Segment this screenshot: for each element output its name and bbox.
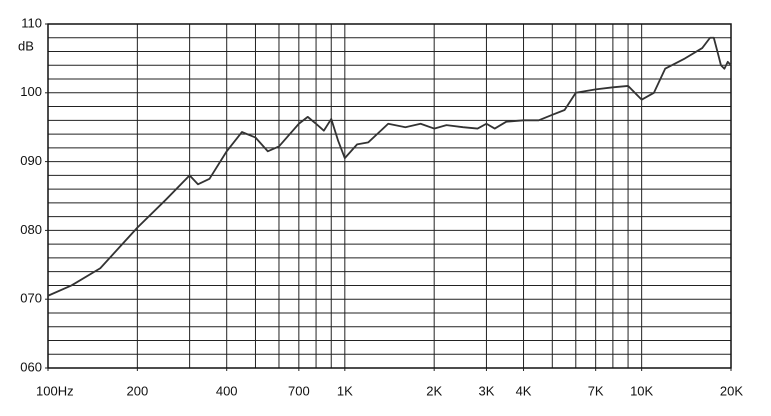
x-tick-label: 700 (288, 383, 310, 398)
response-line (47, 36, 732, 297)
x-tick-label: 20K (720, 383, 743, 398)
y-tick-label: 070 (20, 291, 42, 306)
x-tick-label: 7K (588, 383, 604, 398)
x-tick-label: 4K (516, 383, 532, 398)
y-tick-label: 090 (20, 153, 42, 168)
x-tick-label: 3K (478, 383, 494, 398)
x-tick-label: 100Hz (36, 383, 74, 398)
x-tick-label: 1K (337, 383, 353, 398)
y-axis-label: dB (18, 38, 34, 53)
x-tick-label: 200 (127, 383, 149, 398)
x-tick-label: 2K (426, 383, 442, 398)
y-tick-label: 080 (20, 222, 42, 237)
plot-frame (47, 23, 732, 369)
y-tick-label: 060 (20, 359, 42, 374)
x-tick-label: 10K (630, 383, 653, 398)
y-tick-label: 110 (21, 15, 42, 30)
y-tick-label: 100 (20, 84, 42, 99)
x-tick-label: 400 (216, 383, 238, 398)
